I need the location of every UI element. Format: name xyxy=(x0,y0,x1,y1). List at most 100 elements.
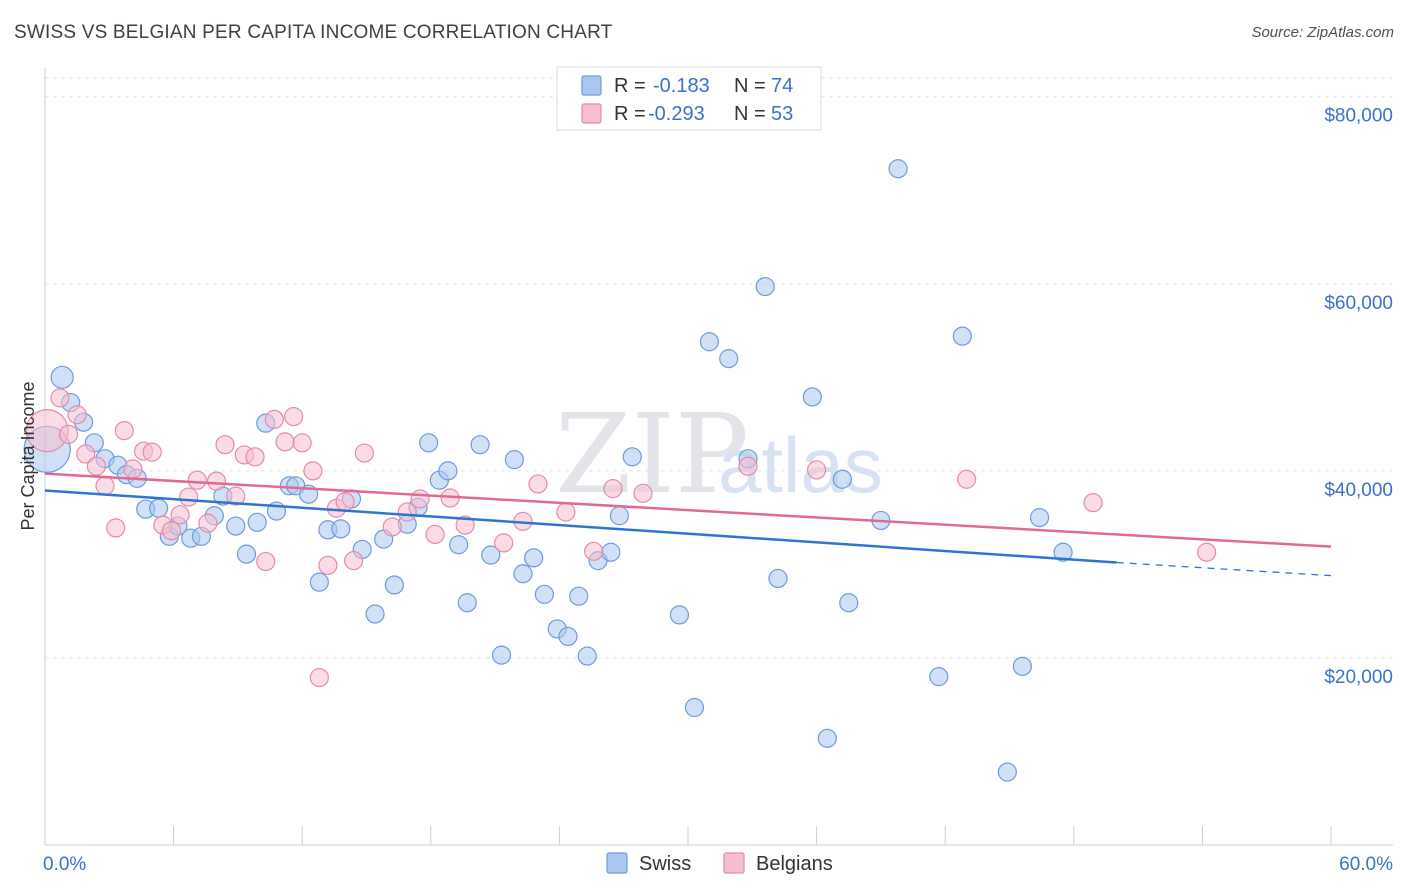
stats-n-value-swiss: 74 xyxy=(771,75,793,97)
point-belgians-24 xyxy=(264,409,284,430)
stats-legend-swatch-belgians xyxy=(581,103,602,124)
point-belgians-6 xyxy=(95,476,115,496)
point-belgians-17 xyxy=(198,513,218,533)
point-belgians-13 xyxy=(161,521,182,541)
stats-legend: R = -0.183 N = 74 R = -0.293 N = 53 xyxy=(556,66,822,131)
labels-layer: $20,000 $40,000 $60,000 $80,000 0.0% 60.0% Per… xyxy=(18,106,1393,875)
point-swiss-49 xyxy=(569,586,589,606)
point-swiss-60 xyxy=(755,276,775,297)
point-belgians-40 xyxy=(455,515,475,535)
stats-n-label-belgians: N = xyxy=(734,103,766,125)
series-legend-swatch-belgians xyxy=(723,852,745,874)
point-swiss-65 xyxy=(839,593,859,613)
point-swiss-54 xyxy=(622,447,642,467)
point-belgians-35 xyxy=(382,517,402,537)
point-swiss-64 xyxy=(832,469,852,489)
point-swiss-72 xyxy=(1029,508,1050,528)
point-belgians-48 xyxy=(738,456,758,476)
trend-line-belgians xyxy=(44,472,1332,548)
point-swiss-27 xyxy=(331,519,351,539)
point-swiss-62 xyxy=(802,387,822,407)
point-belgians-46 xyxy=(603,479,623,499)
stats-r-label-swiss: R = xyxy=(614,75,646,97)
point-swiss-43 xyxy=(504,450,524,470)
stats-r-label-belgians: R = xyxy=(614,103,646,125)
point-belgians-49 xyxy=(806,460,827,480)
chart-source: Source: ZipAtlas.com xyxy=(1251,24,1394,41)
point-belgians-7 xyxy=(106,518,126,538)
point-belgians-19 xyxy=(215,435,235,455)
point-swiss-45 xyxy=(524,548,544,568)
point-swiss-70 xyxy=(997,762,1017,782)
stats-legend-swatch-swiss xyxy=(581,75,602,96)
trend-layer xyxy=(44,472,1332,577)
point-belgians-36 xyxy=(397,502,417,522)
point-swiss-40 xyxy=(470,435,490,455)
point-swiss-55 xyxy=(669,605,690,625)
point-swiss-18 xyxy=(236,544,257,564)
point-swiss-10 xyxy=(148,498,169,518)
point-belgians-15 xyxy=(179,487,199,507)
point-swiss-52 xyxy=(601,542,621,562)
point-belgians-33 xyxy=(344,551,364,571)
point-belgians-23 xyxy=(256,551,276,572)
series-legend-label-swiss: Swiss xyxy=(639,853,691,875)
point-belgians-29 xyxy=(309,667,329,688)
point-swiss-58 xyxy=(719,349,739,369)
point-belgians-20 xyxy=(226,486,246,506)
point-swiss-44 xyxy=(513,564,533,584)
point-belgians-8 xyxy=(114,421,134,441)
point-swiss-48 xyxy=(558,626,578,647)
chart-title: SWISS VS BELGIAN PER CAPITA INCOME CORRE… xyxy=(14,22,613,43)
point-belgians-44 xyxy=(556,502,576,522)
point-belgians-43 xyxy=(528,474,548,494)
point-belgians-18 xyxy=(206,471,227,491)
point-swiss-63 xyxy=(817,728,837,748)
point-belgians-22 xyxy=(245,447,265,467)
point-belgians-52 xyxy=(1197,542,1217,562)
stats-n-label-swiss: N = xyxy=(734,75,766,97)
point-swiss-68 xyxy=(929,667,949,687)
y-axis-label: Per Capita Income xyxy=(18,381,38,530)
series-legend-swatch-swiss xyxy=(606,852,628,874)
point-swiss-35 xyxy=(419,433,439,453)
point-swiss-56 xyxy=(684,697,705,718)
point-swiss-67 xyxy=(888,159,908,179)
watermark: ZIP atlas xyxy=(555,390,883,518)
point-swiss-42 xyxy=(491,645,512,665)
point-belgians-28 xyxy=(303,461,323,481)
point-belgians-1 xyxy=(50,388,70,408)
point-swiss-37 xyxy=(438,461,458,481)
points-layer xyxy=(23,159,1217,782)
point-swiss-17 xyxy=(226,516,246,536)
point-swiss-71 xyxy=(1012,656,1032,676)
point-belgians-47 xyxy=(633,483,653,503)
x-tick-label-0: 0.0% xyxy=(43,854,86,875)
stats-n-value-belgians: 53 xyxy=(771,103,793,125)
point-swiss-38 xyxy=(449,535,469,555)
series-legend-label-belgians: Belgians xyxy=(756,853,833,875)
stats-r-value-belgians: -0.293 xyxy=(648,103,705,125)
point-belgians-30 xyxy=(318,555,338,575)
trend-line-swiss xyxy=(44,489,1117,564)
point-swiss-69 xyxy=(952,326,972,346)
point-belgians-32 xyxy=(335,492,355,512)
point-belgians-4 xyxy=(76,444,96,464)
point-swiss-53 xyxy=(609,506,630,526)
point-belgians-11 xyxy=(142,442,162,462)
trend-line-swiss-extension xyxy=(1116,561,1332,577)
point-belgians-37 xyxy=(410,489,430,509)
y-tick-label-3: $80,000 xyxy=(1324,106,1393,127)
point-swiss-61 xyxy=(768,568,788,589)
point-swiss-39 xyxy=(457,593,477,613)
y-tick-label-2: $60,000 xyxy=(1324,293,1393,314)
point-belgians-25 xyxy=(275,432,295,452)
point-belgians-3 xyxy=(67,405,87,425)
point-belgians-27 xyxy=(292,433,312,453)
y-tick-label-0: $20,000 xyxy=(1324,667,1393,688)
grid-layer xyxy=(45,77,1393,659)
point-swiss-25 xyxy=(309,572,329,592)
point-belgians-41 xyxy=(494,533,514,553)
point-belgians-45 xyxy=(584,541,604,561)
